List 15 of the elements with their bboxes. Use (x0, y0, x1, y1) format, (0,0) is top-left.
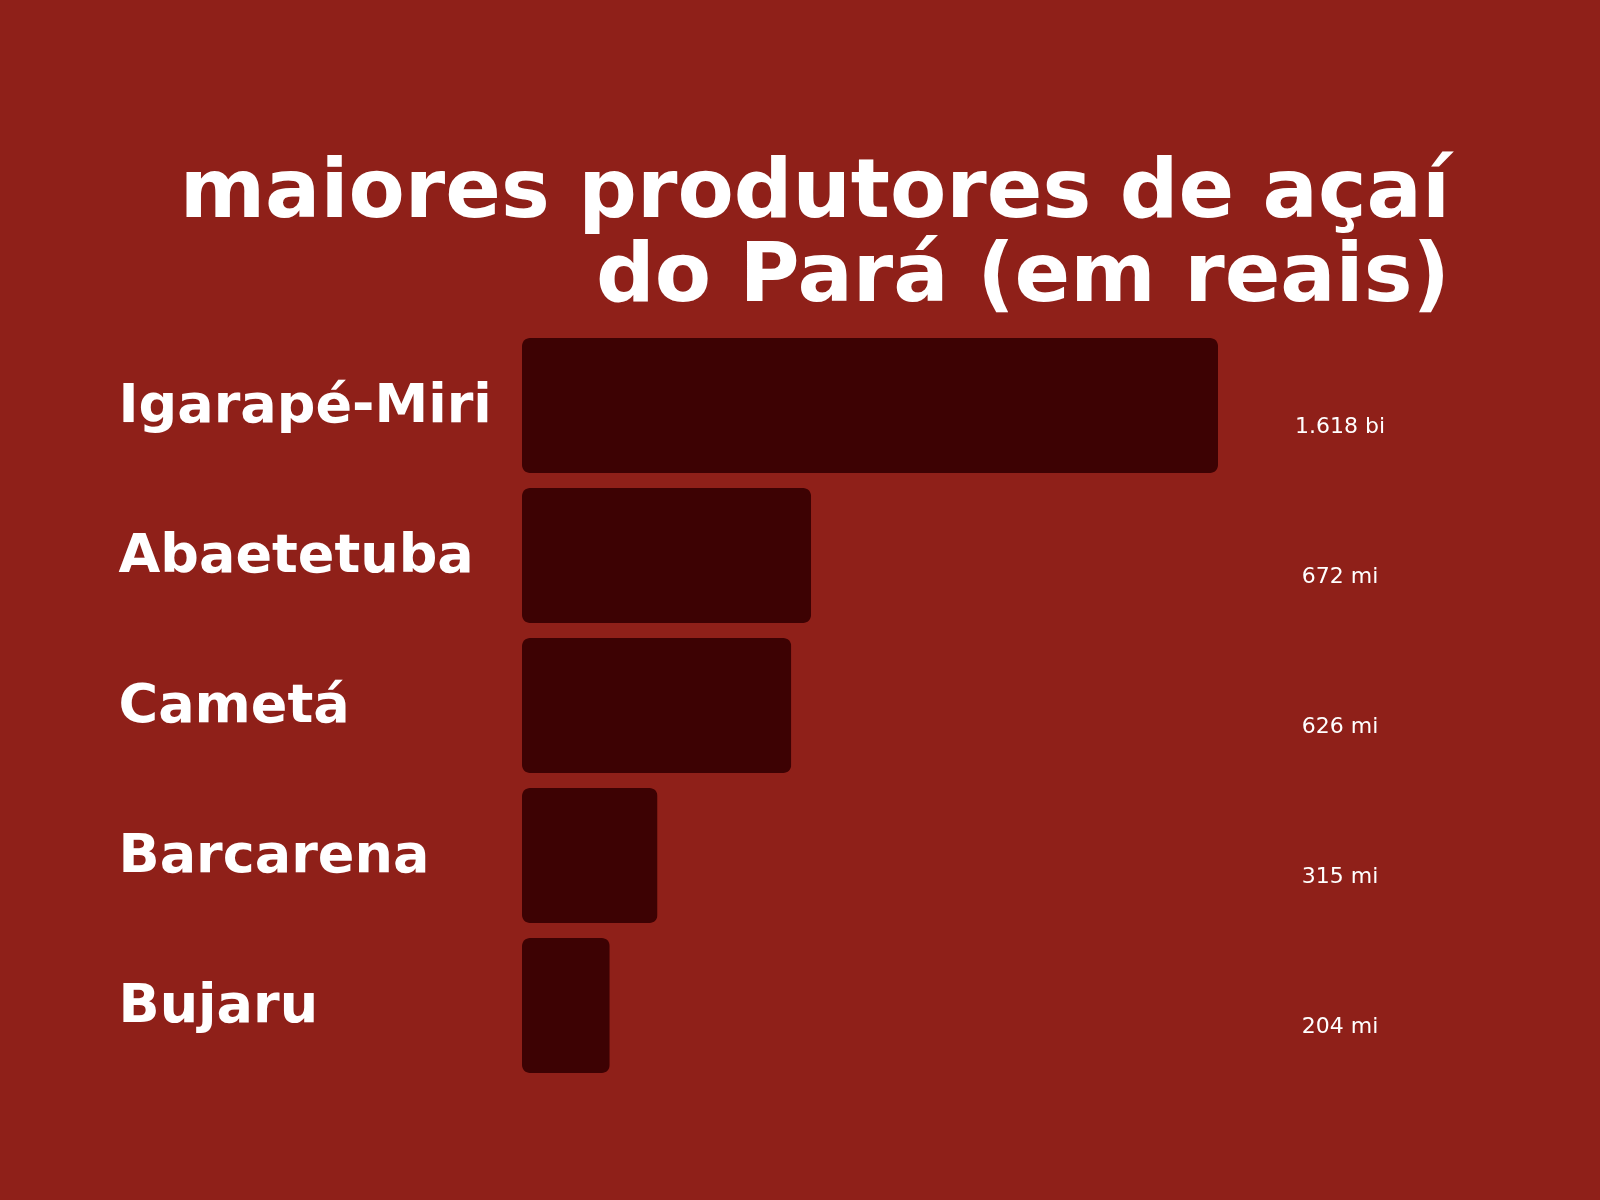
y-tick-label: Igarapé-Miri (118, 371, 492, 435)
data-label: 204 mi (1301, 1012, 1379, 1038)
y-tick-label: Abaetetuba (118, 521, 474, 585)
y-tick-label: Cametá (118, 671, 350, 735)
bar (522, 638, 792, 773)
bar (522, 938, 610, 1073)
data-label: 1.618 bi (1294, 412, 1386, 438)
data-label: 315 mi (1301, 862, 1379, 888)
bar (522, 788, 658, 923)
y-tick-label: Barcarena (118, 821, 430, 885)
data-label: 626 mi (1301, 712, 1379, 738)
data-label: 672 mi (1301, 562, 1379, 588)
bar (522, 338, 1218, 473)
y-tick-label: Bujaru (118, 971, 319, 1035)
bar (522, 488, 812, 623)
